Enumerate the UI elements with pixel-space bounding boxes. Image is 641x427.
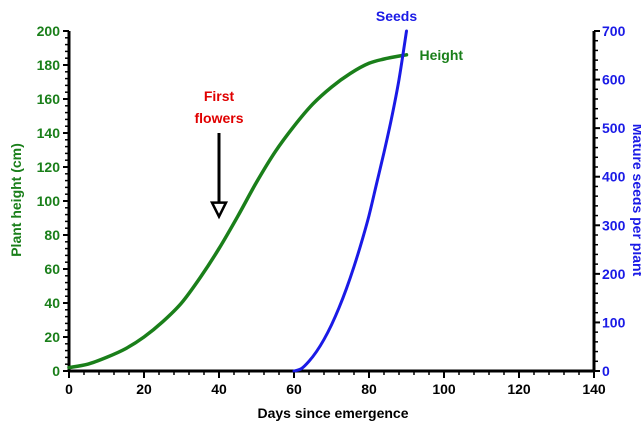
- seeds-series-line: [292, 29, 408, 373]
- x-tick-label: 140: [582, 381, 606, 397]
- right-tick-label: 600: [602, 72, 626, 88]
- series-labels: Height Seeds: [376, 8, 464, 63]
- x-tick-label: 40: [211, 381, 227, 397]
- left-y-axis: 0 20 40 60 80 100 120 140 160 180 200: [37, 23, 69, 379]
- height-series-line: [67, 53, 409, 370]
- right-tick-label: 100: [602, 314, 626, 330]
- annotation-text-line: First: [204, 88, 235, 104]
- right-tick-label: 400: [602, 169, 626, 185]
- left-tick-label: 100: [37, 193, 61, 209]
- height-series-label: Height: [420, 47, 464, 63]
- right-tick-label: 700: [602, 23, 626, 39]
- plot-frame: [67, 31, 596, 373]
- left-tick-label: 180: [37, 57, 61, 73]
- x-tick-label: 80: [361, 381, 377, 397]
- left-tick-label: 160: [37, 91, 61, 107]
- right-tick-label: 300: [602, 217, 626, 233]
- x-axis-title: Days since emergence: [258, 405, 409, 421]
- left-tick-label: 20: [44, 329, 60, 345]
- right-tick-label: 200: [602, 266, 626, 282]
- left-tick-label: 60: [44, 261, 60, 277]
- left-y-axis-title: Plant height (cm): [8, 143, 24, 257]
- x-tick-label: 100: [432, 381, 456, 397]
- x-tick-label: 20: [136, 381, 152, 397]
- x-axis: 0 20 40 60 80 100 120 140: [65, 371, 606, 397]
- right-tick-label: 500: [602, 120, 626, 136]
- left-tick-label: 140: [37, 125, 61, 141]
- left-tick-label: 0: [52, 363, 60, 379]
- left-tick-label: 40: [44, 295, 60, 311]
- annotation-arrow-head: [209, 201, 229, 220]
- annotation-text-line: flowers: [194, 110, 243, 126]
- seeds-series-label: Seeds: [376, 8, 417, 24]
- right-y-axis-title: Mature seeds per plant: [630, 124, 641, 277]
- left-tick-label: 120: [37, 159, 61, 175]
- left-tick-label: 200: [37, 23, 61, 39]
- x-tick-label: 120: [507, 381, 531, 397]
- right-tick-label: 0: [602, 363, 610, 379]
- right-y-axis: 0 100 200 300 400 500 600 700: [594, 23, 626, 379]
- series-layer: [67, 29, 409, 373]
- left-tick-label: 80: [44, 227, 60, 243]
- annotations: First flowers: [194, 88, 244, 220]
- x-tick-label: 60: [286, 381, 302, 397]
- x-tick-label: 0: [65, 381, 73, 397]
